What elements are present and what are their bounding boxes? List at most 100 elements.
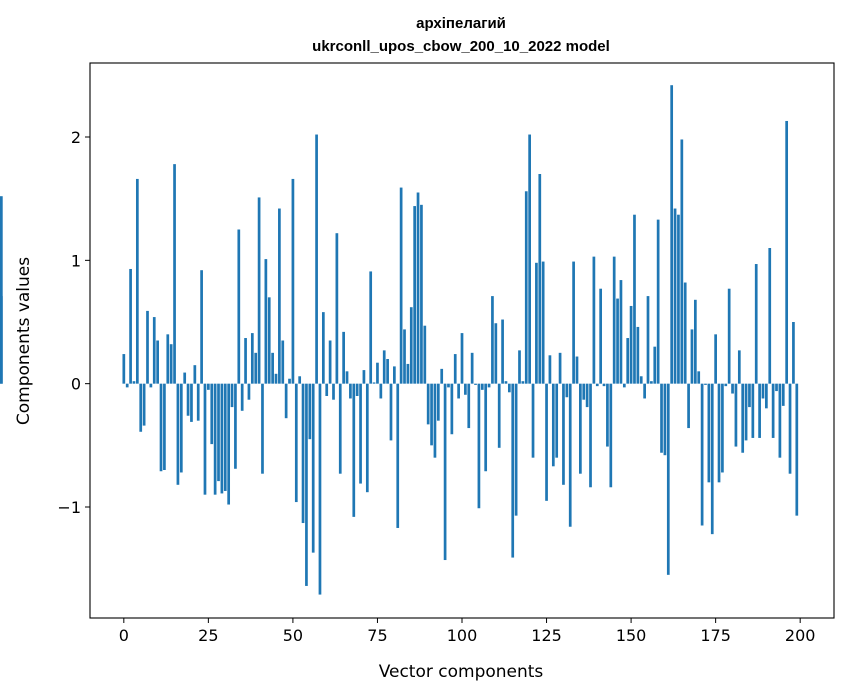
bar-undefined (0, 196, 3, 384)
bar-19 (186, 383, 190, 416)
bar-66 (345, 371, 349, 384)
bar-98 (453, 354, 457, 384)
bar-133 (572, 261, 575, 384)
bar-7 (146, 310, 149, 384)
y-tick-label: 1 (71, 251, 81, 270)
bar-27 (213, 383, 217, 495)
bar-76 (379, 383, 383, 399)
bar-127 (551, 383, 555, 467)
bar-38 (250, 333, 254, 384)
bar-63 (335, 233, 339, 384)
bar-180 (731, 383, 734, 394)
bar-151 (633, 214, 636, 384)
bar-5 (139, 383, 143, 432)
bar-15 (173, 164, 176, 384)
bar-49 (288, 378, 291, 384)
bar-183 (741, 383, 745, 453)
bar-82 (399, 187, 403, 384)
x-tick-label: 25 (198, 626, 218, 645)
bar-162 (670, 85, 674, 384)
y-tick-label: 2 (71, 128, 81, 147)
bar-88 (420, 204, 423, 384)
bar-101 (464, 383, 467, 395)
bar-138 (589, 383, 592, 488)
bar-111 (497, 383, 501, 448)
bar-140 (595, 383, 599, 387)
bar-172 (704, 383, 707, 385)
bar-147 (619, 280, 623, 384)
bar-117 (518, 350, 521, 384)
bar-153 (639, 376, 643, 384)
bar-136 (582, 383, 586, 400)
bar-29 (220, 383, 224, 494)
bar-112 (501, 319, 504, 384)
bar-150 (629, 305, 633, 384)
bar-161 (666, 383, 670, 575)
chart-title: архіпелагий (416, 15, 506, 32)
bar-57 (315, 134, 318, 384)
bar-139 (592, 256, 596, 384)
bar-60 (325, 383, 329, 396)
bar-2 (129, 268, 132, 384)
bar-107 (484, 383, 488, 472)
bar-191 (768, 248, 772, 384)
bar-146 (616, 298, 619, 384)
bar-182 (737, 350, 741, 384)
bar-50 (291, 178, 295, 384)
bar-192 (771, 383, 775, 438)
bar-71 (362, 370, 366, 384)
bar-103 (470, 352, 474, 384)
bar-13 (166, 334, 170, 384)
bar-166 (683, 282, 687, 384)
bar-152 (636, 326, 640, 384)
bar-80 (393, 366, 396, 384)
bar-43 (267, 297, 271, 384)
bar-61 (328, 340, 332, 384)
bar-171 (700, 383, 704, 526)
bar-78 (386, 359, 389, 384)
bar-84 (406, 363, 410, 384)
bar-41 (261, 383, 264, 474)
bar-109 (491, 296, 494, 384)
bar-132 (568, 383, 572, 527)
bar-33 (234, 383, 237, 469)
bar-55 (308, 383, 312, 440)
y-tick-label: 0 (71, 375, 81, 394)
bar-175 (714, 334, 717, 384)
bar-178 (724, 383, 728, 387)
bar-149 (626, 338, 630, 384)
bar-143 (606, 383, 609, 447)
bar-176 (717, 383, 721, 483)
bar-124 (541, 261, 545, 384)
bar-190 (765, 383, 768, 409)
bar-179 (727, 288, 731, 384)
bar-35 (240, 383, 244, 411)
x-tick-label: 0 (119, 626, 129, 645)
bar-110 (494, 323, 498, 384)
bar-47 (281, 340, 285, 384)
bar-73 (369, 271, 373, 384)
bar-81 (396, 383, 400, 528)
bar-30 (223, 383, 227, 491)
bar-104 (474, 383, 477, 385)
bar-142 (602, 383, 606, 387)
bar-125 (545, 383, 548, 501)
bar-46 (278, 208, 281, 384)
bar-194 (778, 383, 782, 458)
bar-72 (365, 383, 369, 493)
bar-28 (217, 383, 220, 482)
bar-21 (193, 365, 197, 384)
bar-17 (179, 383, 183, 473)
bar-126 (548, 355, 552, 384)
bar-122 (535, 262, 538, 384)
bar-95 (443, 383, 447, 561)
bar-198 (792, 322, 795, 384)
x-tick-label: 100 (447, 626, 478, 645)
bar-135 (579, 383, 582, 474)
x-tick-label: 75 (367, 626, 387, 645)
bar-70 (359, 383, 362, 484)
bar-91 (430, 383, 433, 446)
bar-128 (555, 383, 559, 458)
bar-39 (254, 352, 258, 384)
bar-24 (203, 383, 207, 495)
